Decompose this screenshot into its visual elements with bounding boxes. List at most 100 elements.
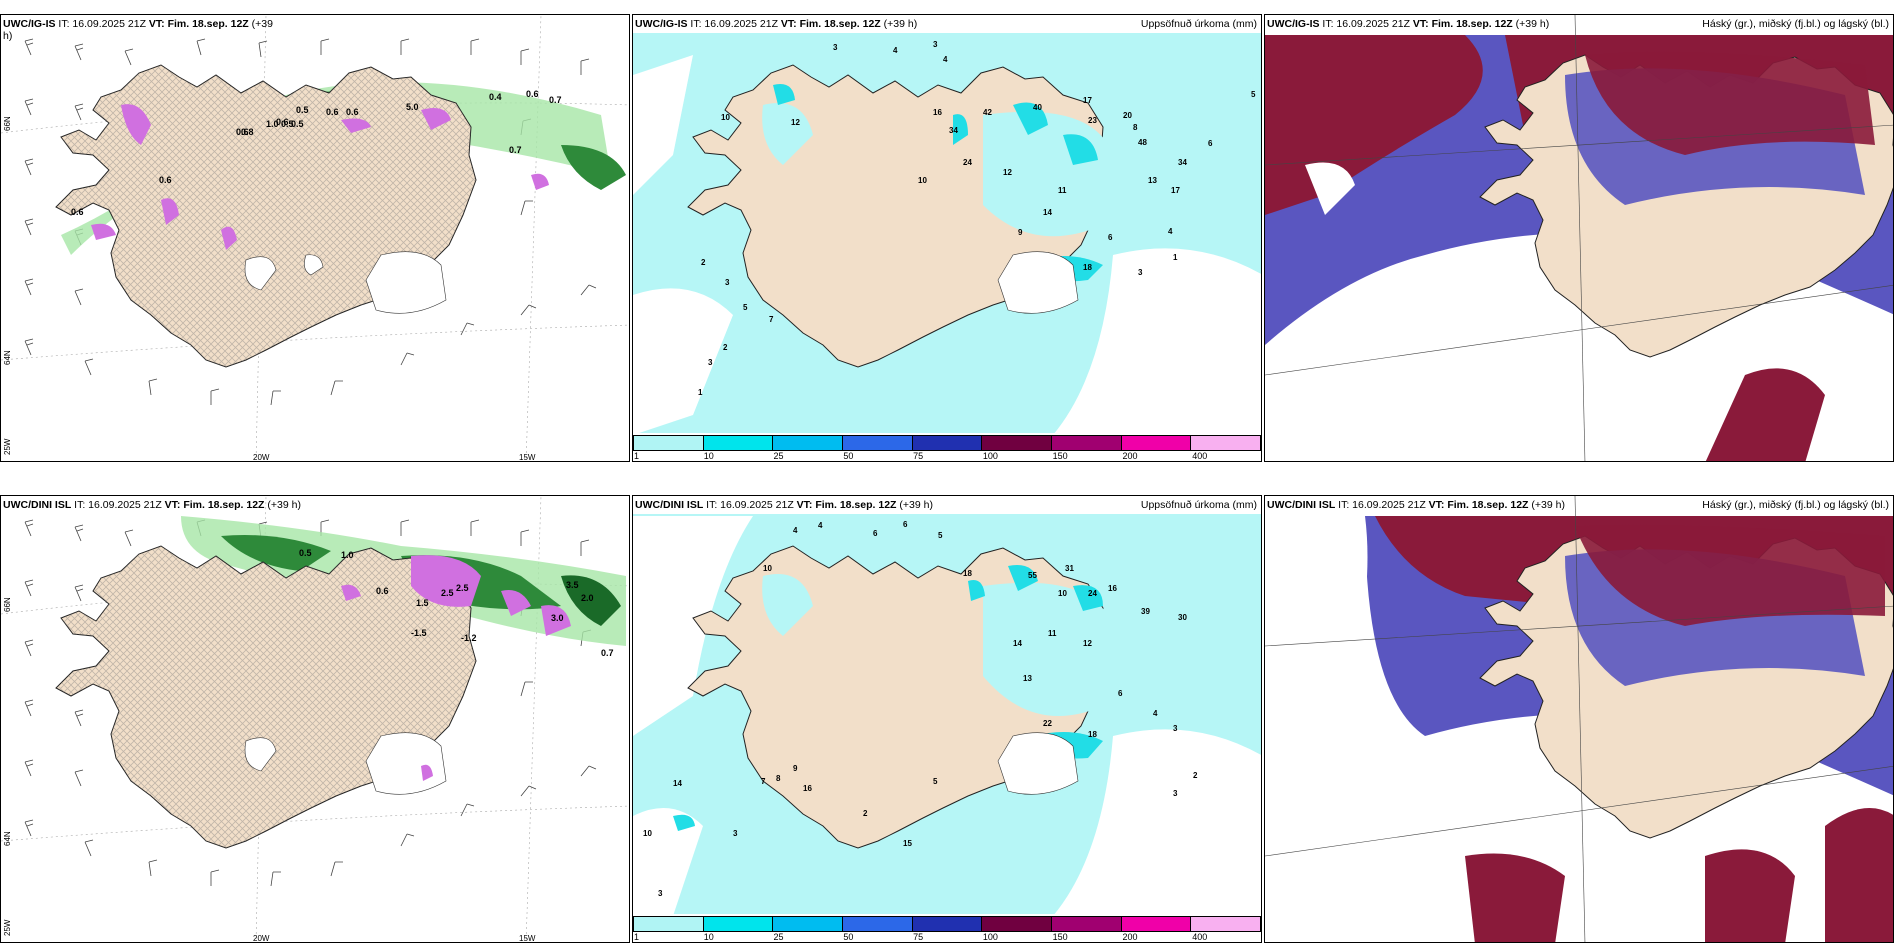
lat-label: 64N [3,831,12,846]
svg-text:5.0: 5.0 [406,102,419,112]
colorbar-label: 25 [773,932,784,942]
svg-text:20: 20 [1123,111,1132,120]
colorbar-swatch [843,436,913,450]
lon-label: 15W [519,934,536,943]
svg-text:1.0: 1.0 [266,119,279,129]
panel-ig-is-snow: 0.5 0.6 0.6 0.6 5.0 0.6 0.7 0.7 0.4 0.6 0.6 0.5 … [0,14,630,462]
colorbar-label: 50 [843,451,854,461]
colorbar-swatch [982,436,1053,450]
colorbar-label: 75 [913,932,924,942]
colorbar-label: 150 [1052,451,1068,461]
svg-text:2: 2 [723,343,728,352]
colorbar-swatch [1052,436,1122,450]
panel-header: UWC/DINI ISL IT: 16.09.2025 21Z VT: Fim.… [3,499,301,511]
panel-title: Uppsöfnuð úrkoma (mm) [1140,499,1257,511]
panel-title: Háský (gr.), miðský (fj.bl.) og lágský (… [1702,18,1889,30]
svg-text:0.6: 0.6 [326,107,339,117]
panel-title: Háský (gr.), miðský (fj.bl.) og lágský (… [1702,499,1889,511]
colorbar-swatch [703,436,774,450]
colorbar-label: 25 [773,451,784,461]
svg-text:10: 10 [918,176,927,185]
map-ig-is-cloud [1265,15,1893,461]
lat-label: 66N [3,116,12,131]
svg-text:22: 22 [1043,719,1052,728]
colorbar-swatch [1191,436,1261,450]
svg-text:9: 9 [793,764,798,773]
colorbar-swatch [1121,436,1192,450]
colorbar-swatches [633,435,1261,451]
svg-text:39: 39 [1141,607,1150,616]
colorbar-swatch [634,436,704,450]
svg-text:1.0: 1.0 [341,550,354,560]
colorbar-swatch [634,917,704,931]
colorbar-label: 75 [913,451,924,461]
svg-text:18: 18 [1083,263,1092,272]
svg-text:40: 40 [1033,103,1042,112]
svg-text:4: 4 [1168,227,1173,236]
svg-text:31: 31 [1065,564,1074,573]
lat-label: 25W [3,919,12,936]
colorbar-swatch [912,917,983,931]
colorbar-swatch [773,917,844,931]
svg-text:3: 3 [933,40,938,49]
svg-text:3: 3 [733,829,738,838]
svg-text:6: 6 [903,520,908,529]
svg-text:-1.5: -1.5 [411,628,427,638]
panel-header: UWC/IG-IS IT: 16.09.2025 21Z VT: Fim. 18… [635,18,918,30]
colorbar-label: 50 [843,932,854,942]
colorbar-label: 400 [1192,451,1208,461]
svg-text:10: 10 [643,829,652,838]
svg-text:11: 11 [1048,629,1057,638]
panel-header: UWC/DINI ISL IT: 16.09.2025 21Z VT: Fim.… [1267,499,1565,511]
svg-text:14: 14 [1013,639,1022,648]
svg-text:0.8: 0.8 [241,127,254,137]
svg-text:0.6: 0.6 [159,175,172,185]
svg-text:13: 13 [1148,176,1157,185]
svg-text:3: 3 [725,278,730,287]
svg-text:6: 6 [873,529,878,538]
svg-text:16: 16 [933,108,942,117]
svg-text:17: 17 [1083,96,1092,105]
panel-ig-is-cloud: UWC/IG-IS IT: 16.09.2025 21Z VT: Fim. 18… [1264,14,1894,462]
colorbar-label: 400 [1192,932,1208,942]
svg-text:0.7: 0.7 [601,648,614,658]
svg-text:0.4: 0.4 [489,92,502,102]
lon-label: 20W [253,934,270,943]
colorbar-swatch [773,436,844,450]
colorbar-swatch [703,917,774,931]
svg-text:55: 55 [1028,571,1037,580]
colorbar-swatch [982,917,1053,931]
svg-text:5: 5 [743,303,748,312]
svg-text:11: 11 [1058,186,1067,195]
svg-text:0.5: 0.5 [291,119,304,129]
colorbar-label: 100 [982,932,998,942]
svg-text:0.6: 0.6 [526,89,539,99]
colorbar-label: 100 [982,451,998,461]
colorbar-label: 10 [703,451,714,461]
lat-label: 66N [3,597,12,612]
colorbar-label: 10 [703,932,714,942]
svg-text:10: 10 [721,113,730,122]
svg-text:3.5: 3.5 [566,580,579,590]
svg-text:12: 12 [791,118,800,127]
lat-label: 25W [3,438,12,455]
svg-text:1: 1 [698,388,703,397]
svg-text:6: 6 [1208,139,1213,148]
svg-text:3.0: 3.0 [551,613,564,623]
svg-text:1: 1 [1173,253,1178,262]
panel-header: UWC/DINI ISL IT: 16.09.2025 21Z VT: Fim.… [635,499,933,511]
colorbar-label: 150 [1052,932,1068,942]
colorbar-label: 200 [1122,932,1138,942]
colorbar-swatch [843,917,913,931]
colorbar-swatch [1191,917,1261,931]
svg-text:10: 10 [763,564,772,573]
precip-colorbar: 1 10 25 50 75 100 150 200 400 [633,914,1261,942]
colorbar-swatches [633,916,1261,932]
svg-text:7: 7 [769,315,774,324]
panel-dini-snow: 0.5 1.0 2.5 1.5 -1.5 -1.2 3.5 3.0 0.7 2.0 0.6 2.… [0,495,630,943]
colorbar-label: 1 [634,451,640,461]
svg-text:18: 18 [1088,730,1097,739]
